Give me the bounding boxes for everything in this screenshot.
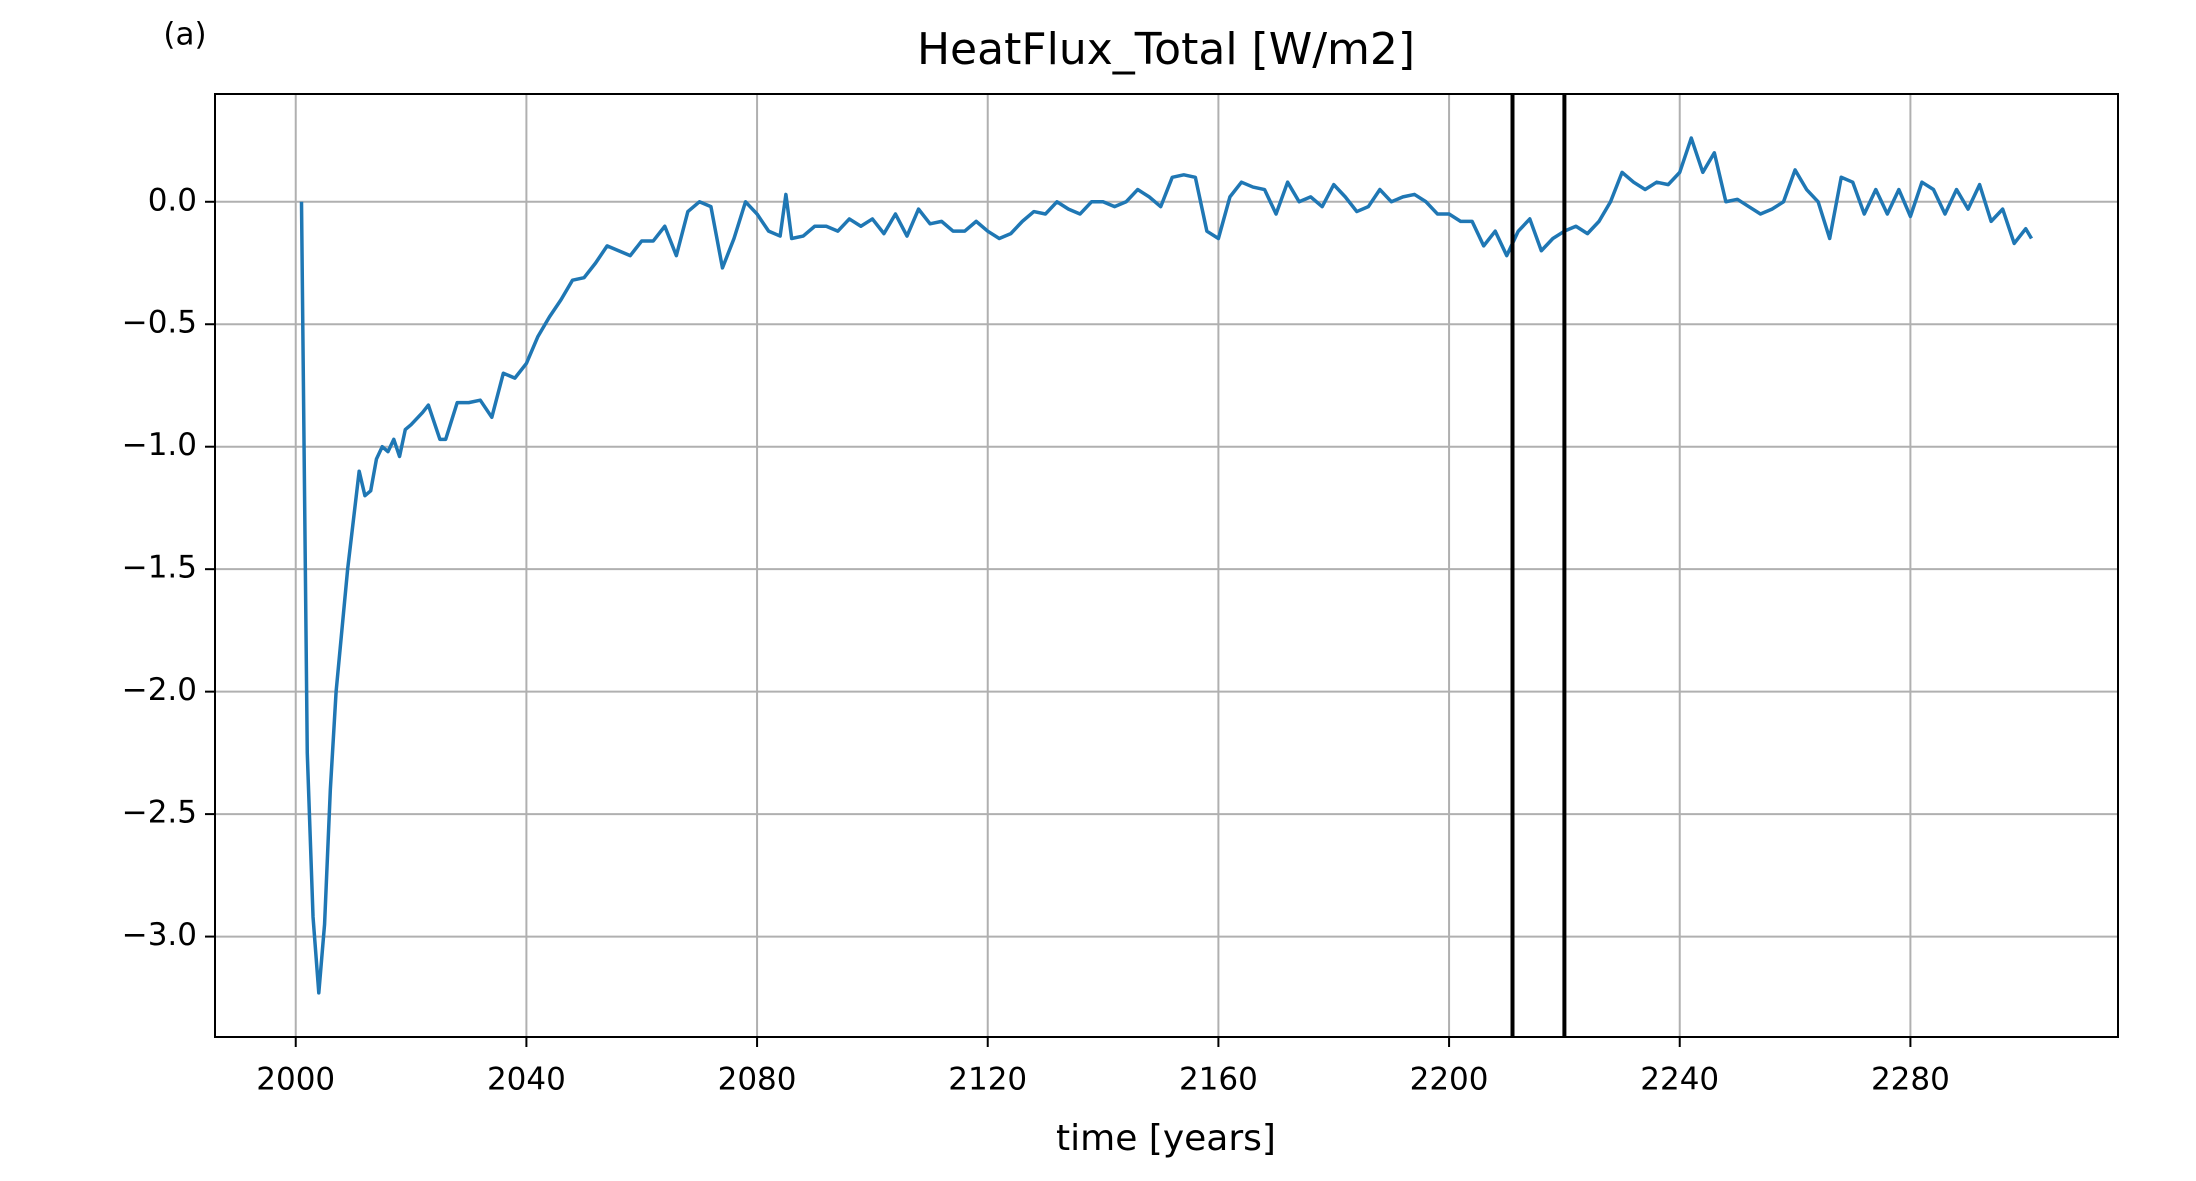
y-tick-label: −2.5	[122, 795, 197, 831]
y-tick-label: −1.0	[122, 427, 197, 463]
y-tick-label: 0.0	[148, 182, 197, 218]
x-tick-label: 2280	[1871, 1062, 1950, 1098]
x-tick-label: 2240	[1640, 1062, 1719, 1098]
chart-title: HeatFlux_Total [W/m2]	[917, 24, 1415, 75]
x-tick-label: 2120	[948, 1062, 1027, 1098]
data-line	[299, 136, 2034, 995]
y-tick-label: −0.5	[122, 305, 197, 341]
y-tick-label: −2.0	[122, 672, 197, 708]
plot-frame	[214, 93, 2119, 1038]
x-tick-label: 2200	[1410, 1062, 1489, 1098]
panel-label: (a)	[163, 17, 206, 53]
x-axis-label: time [years]	[1056, 1118, 1276, 1159]
x-tick-label: 2000	[256, 1062, 335, 1098]
x-tick-label: 2040	[487, 1062, 566, 1098]
y-tick-label: −1.5	[122, 550, 197, 586]
y-tick-label: −3.0	[122, 917, 197, 953]
x-tick-label: 2080	[718, 1062, 797, 1098]
x-tick-label: 2160	[1179, 1062, 1258, 1098]
